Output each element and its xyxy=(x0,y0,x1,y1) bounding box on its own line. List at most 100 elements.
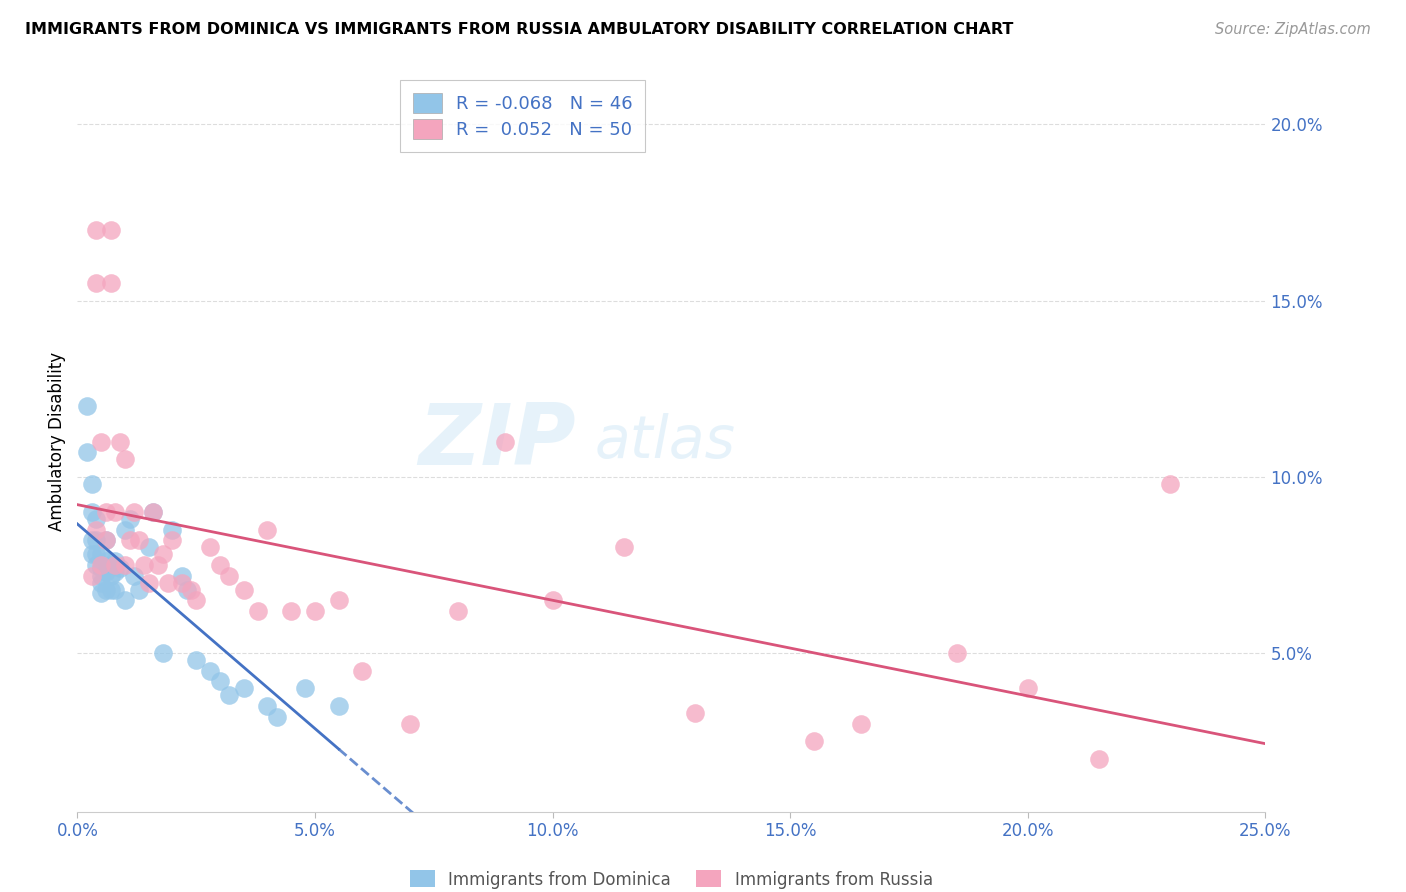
Point xyxy=(613,541,636,555)
Point xyxy=(90,561,112,575)
Point xyxy=(138,541,160,555)
Point xyxy=(90,568,112,582)
Y-axis label: Ambulatory Disability: Ambulatory Disability xyxy=(48,352,66,531)
Point xyxy=(90,434,112,449)
Point xyxy=(86,523,108,537)
Point xyxy=(208,674,231,689)
Point xyxy=(104,565,127,579)
Point xyxy=(1017,681,1039,696)
Point xyxy=(1159,476,1181,491)
Point xyxy=(90,547,112,561)
Point xyxy=(94,533,117,548)
Point xyxy=(280,604,302,618)
Point xyxy=(118,512,141,526)
Text: atlas: atlas xyxy=(595,413,735,470)
Point xyxy=(80,476,103,491)
Point xyxy=(132,558,155,572)
Point xyxy=(80,568,103,582)
Point xyxy=(186,653,208,667)
Text: IMMIGRANTS FROM DOMINICA VS IMMIGRANTS FROM RUSSIA AMBULATORY DISABILITY CORRELA: IMMIGRANTS FROM DOMINICA VS IMMIGRANTS F… xyxy=(25,22,1014,37)
Text: ZIP: ZIP xyxy=(419,400,576,483)
Point xyxy=(108,434,131,449)
Point xyxy=(186,593,208,607)
Point xyxy=(494,434,516,449)
Point xyxy=(208,558,231,572)
Point xyxy=(94,554,117,568)
Point xyxy=(232,582,254,597)
Point xyxy=(90,558,112,572)
Point xyxy=(100,276,122,290)
Point xyxy=(90,575,112,590)
Point xyxy=(124,568,146,582)
Point xyxy=(170,575,193,590)
Point xyxy=(142,505,165,519)
Point xyxy=(541,593,564,607)
Point xyxy=(94,565,117,579)
Point xyxy=(128,533,150,548)
Point xyxy=(256,698,278,713)
Point xyxy=(294,681,316,696)
Point xyxy=(232,681,254,696)
Point xyxy=(218,568,240,582)
Point xyxy=(86,223,108,237)
Point xyxy=(108,561,131,575)
Point xyxy=(180,582,202,597)
Point xyxy=(118,533,141,548)
Point xyxy=(266,709,288,723)
Point xyxy=(142,505,165,519)
Point xyxy=(200,541,222,555)
Point xyxy=(399,716,422,731)
Point xyxy=(86,558,108,572)
Point xyxy=(114,523,136,537)
Point xyxy=(80,505,103,519)
Point xyxy=(328,698,350,713)
Point xyxy=(114,558,136,572)
Point xyxy=(803,734,825,748)
Point xyxy=(218,689,240,703)
Point xyxy=(114,593,136,607)
Point xyxy=(100,558,122,572)
Point xyxy=(256,523,278,537)
Point xyxy=(100,582,122,597)
Point xyxy=(124,505,146,519)
Point xyxy=(90,586,112,600)
Text: Source: ZipAtlas.com: Source: ZipAtlas.com xyxy=(1215,22,1371,37)
Point xyxy=(156,575,179,590)
Point xyxy=(94,505,117,519)
Point xyxy=(328,593,350,607)
Point xyxy=(80,547,103,561)
Point xyxy=(162,533,184,548)
Point xyxy=(352,664,374,678)
Point xyxy=(94,582,117,597)
Point xyxy=(104,558,127,572)
Point xyxy=(152,547,174,561)
Point xyxy=(446,604,468,618)
Point xyxy=(162,523,184,537)
Point xyxy=(86,547,108,561)
Point xyxy=(152,646,174,660)
Point xyxy=(94,533,117,548)
Point xyxy=(76,445,98,459)
Point xyxy=(146,558,169,572)
Point xyxy=(246,604,269,618)
Point xyxy=(76,399,98,413)
Point xyxy=(104,582,127,597)
Legend: Immigrants from Dominica, Immigrants from Russia: Immigrants from Dominica, Immigrants fro… xyxy=(411,871,932,888)
Point xyxy=(86,512,108,526)
Point xyxy=(945,646,967,660)
Point xyxy=(80,533,103,548)
Point xyxy=(851,716,873,731)
Point xyxy=(138,575,160,590)
Point xyxy=(100,223,122,237)
Point xyxy=(200,664,222,678)
Point xyxy=(114,452,136,467)
Point xyxy=(100,568,122,582)
Point xyxy=(128,582,150,597)
Point xyxy=(170,568,193,582)
Point xyxy=(1088,752,1111,766)
Point xyxy=(683,706,706,720)
Point xyxy=(86,276,108,290)
Point xyxy=(176,582,198,597)
Point xyxy=(86,533,108,548)
Point xyxy=(104,505,127,519)
